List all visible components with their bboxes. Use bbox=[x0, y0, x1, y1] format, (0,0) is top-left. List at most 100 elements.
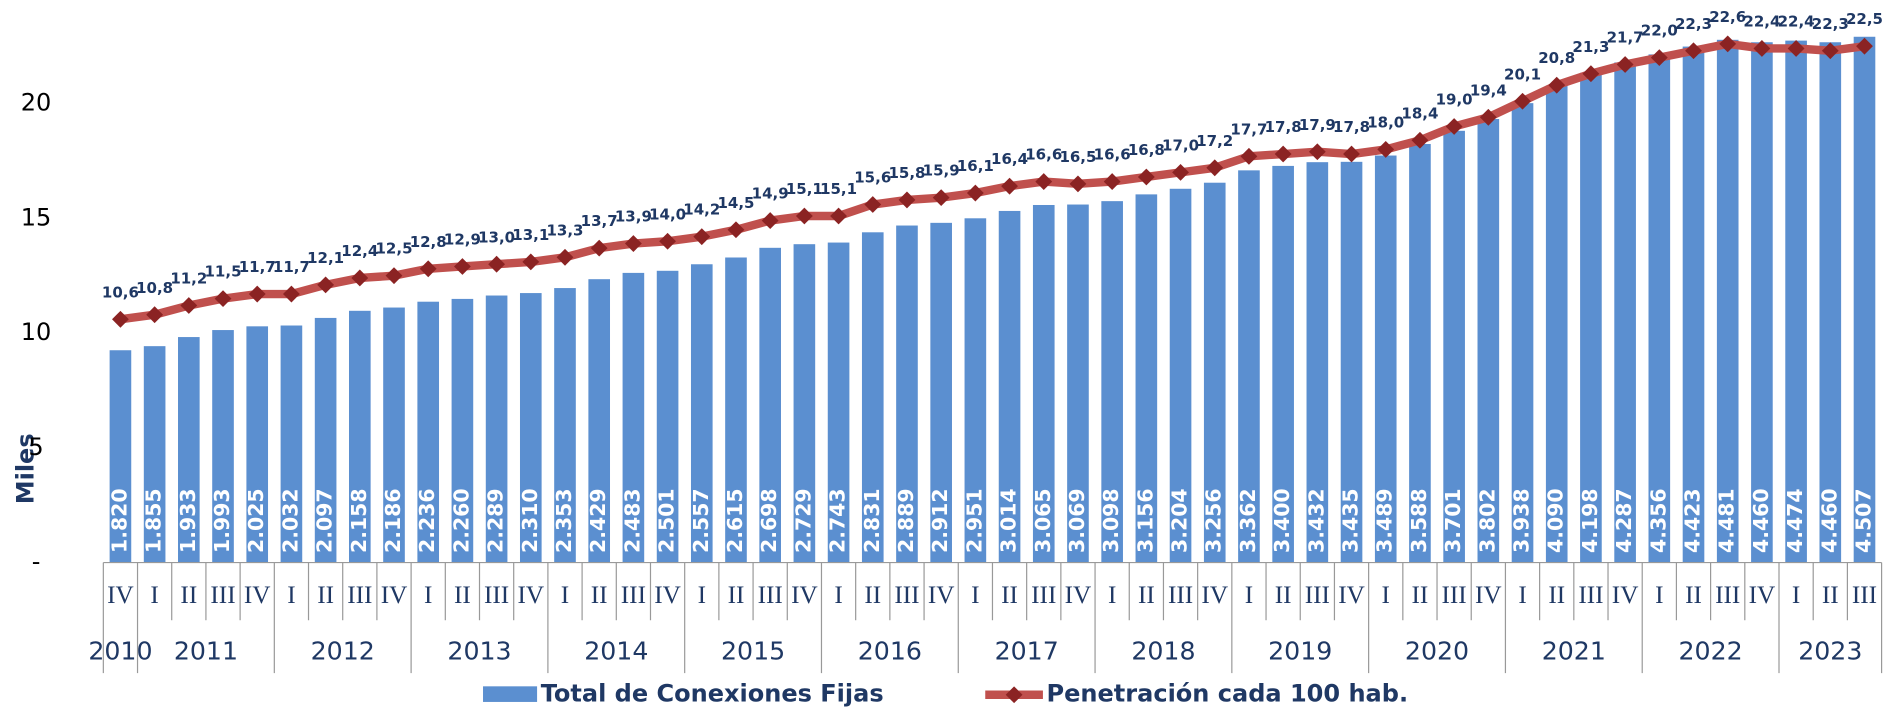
bar bbox=[1580, 72, 1602, 563]
bar bbox=[1477, 119, 1500, 563]
x-tick-label: II bbox=[454, 582, 471, 609]
line-value-label: 22,4 bbox=[1743, 13, 1780, 31]
line-marker bbox=[1616, 56, 1634, 73]
line-marker bbox=[864, 196, 882, 213]
x-tick-label: III bbox=[1578, 582, 1603, 609]
x-group-label: 2018 bbox=[1131, 637, 1195, 666]
line-marker bbox=[419, 260, 437, 278]
line-value-label: 17,0 bbox=[1162, 136, 1199, 154]
line-value-label: 12,8 bbox=[410, 233, 447, 251]
bar-value-label: 3.802 bbox=[1475, 488, 1499, 553]
bar-value-label: 3.256 bbox=[1202, 488, 1226, 553]
line-marker bbox=[1001, 177, 1018, 195]
x-tick-label: III bbox=[758, 582, 783, 609]
bar bbox=[417, 301, 440, 563]
line bbox=[119, 39, 1866, 324]
line-value-label: 16,4 bbox=[991, 150, 1028, 168]
line-value-label: 12,1 bbox=[307, 249, 344, 267]
x-tick-label: II bbox=[1275, 582, 1292, 609]
bar-value-label: 2.951 bbox=[962, 488, 986, 553]
x-tick-label: III bbox=[894, 582, 919, 609]
x-group-label: 2013 bbox=[447, 637, 511, 666]
bar bbox=[861, 232, 884, 563]
bar-value-label: 4.474 bbox=[1783, 488, 1807, 553]
line-marker bbox=[351, 269, 369, 287]
bar-value-label: 2.729 bbox=[791, 488, 815, 553]
bar bbox=[1340, 161, 1363, 563]
line-value-label: 22,0 bbox=[1641, 22, 1678, 40]
y-axis-label: Miles bbox=[11, 433, 39, 504]
x-tick-label: II bbox=[1548, 582, 1565, 609]
y-tick-label: 20 bbox=[21, 89, 52, 117]
line-value-label: 17,9 bbox=[1299, 116, 1336, 134]
line-value-label: 15,1 bbox=[786, 180, 823, 198]
bar bbox=[1853, 36, 1876, 563]
line-marker bbox=[1069, 175, 1087, 193]
x-group-label: 2021 bbox=[1542, 637, 1606, 666]
bar-value-label: 4.356 bbox=[1646, 488, 1670, 553]
x-tick-label: II bbox=[1822, 582, 1839, 609]
bar-value-label: 3.588 bbox=[1407, 488, 1431, 553]
bar-value-label: 4.090 bbox=[1544, 488, 1568, 553]
bar bbox=[759, 247, 781, 563]
bar bbox=[1067, 204, 1089, 563]
bar-value-label: 2.429 bbox=[586, 488, 610, 553]
x-tick-label: IV bbox=[928, 582, 955, 609]
bar-value-label: 2.289 bbox=[484, 488, 508, 553]
x-tick-label: III bbox=[210, 582, 235, 609]
bar-value-label: 3.098 bbox=[1099, 488, 1123, 553]
line-value-label: 11,5 bbox=[205, 263, 242, 281]
bar-value-label: 2.615 bbox=[723, 488, 747, 553]
x-group-label: 2016 bbox=[858, 637, 922, 666]
x-group-label: 2011 bbox=[174, 637, 238, 666]
line-value-label: 19,4 bbox=[1470, 81, 1507, 99]
line-value-label: 10,6 bbox=[102, 283, 139, 301]
x-group-label: 2023 bbox=[1798, 637, 1862, 666]
x-group-label: 2017 bbox=[995, 637, 1059, 666]
bar bbox=[1819, 42, 1842, 563]
bar-value-label: 1.820 bbox=[107, 488, 131, 553]
line-value-label: 16,8 bbox=[1128, 141, 1165, 159]
line-value-label: 20,1 bbox=[1504, 65, 1541, 83]
bar-value-label: 4.460 bbox=[1749, 488, 1773, 553]
x-tick-label: I bbox=[1655, 582, 1663, 609]
x-tick-label: III bbox=[1031, 582, 1056, 609]
line-marker bbox=[283, 285, 300, 303]
line-marker bbox=[795, 207, 813, 225]
x-tick-label: IV bbox=[654, 582, 681, 609]
bar bbox=[998, 210, 1021, 563]
line-value-label: 15,1 bbox=[820, 180, 857, 198]
bar bbox=[451, 298, 474, 563]
bar bbox=[1682, 46, 1705, 563]
line-value-label: 19,0 bbox=[1436, 91, 1473, 109]
x-group-label: 2022 bbox=[1679, 637, 1743, 666]
bar-value-label: 3.362 bbox=[1236, 488, 1260, 553]
bar bbox=[656, 270, 679, 563]
bar-value-label: 2.260 bbox=[449, 488, 473, 553]
bar-value-label: 3.489 bbox=[1373, 488, 1397, 553]
x-tick-label: III bbox=[1715, 582, 1740, 609]
x-tick-label: IV bbox=[1065, 582, 1092, 609]
line-value-label: 22,3 bbox=[1812, 15, 1849, 33]
line-value-label: 17,8 bbox=[1265, 118, 1302, 136]
bar bbox=[964, 218, 987, 563]
bar-value-label: 4.287 bbox=[1612, 488, 1636, 553]
bar bbox=[725, 257, 747, 563]
x-tick-label: IV bbox=[381, 582, 408, 609]
bar-value-label: 2.698 bbox=[757, 488, 781, 553]
bar-value-label: 2.032 bbox=[278, 488, 302, 553]
x-group-label: 2014 bbox=[584, 637, 648, 666]
line-marker bbox=[112, 310, 129, 328]
line-marker bbox=[1548, 76, 1566, 94]
x-tick-label: III bbox=[1852, 582, 1877, 609]
line-marker bbox=[1137, 168, 1155, 186]
x-tick-label: III bbox=[621, 582, 646, 609]
bar bbox=[1032, 204, 1055, 563]
x-tick-label: II bbox=[728, 582, 745, 609]
legend-label: Total de Conexiones Fijas bbox=[541, 680, 884, 707]
line-marker bbox=[830, 207, 847, 225]
bar-value-label: 2.236 bbox=[415, 488, 439, 553]
line-marker bbox=[761, 212, 779, 229]
x-tick-label: I bbox=[424, 582, 432, 609]
